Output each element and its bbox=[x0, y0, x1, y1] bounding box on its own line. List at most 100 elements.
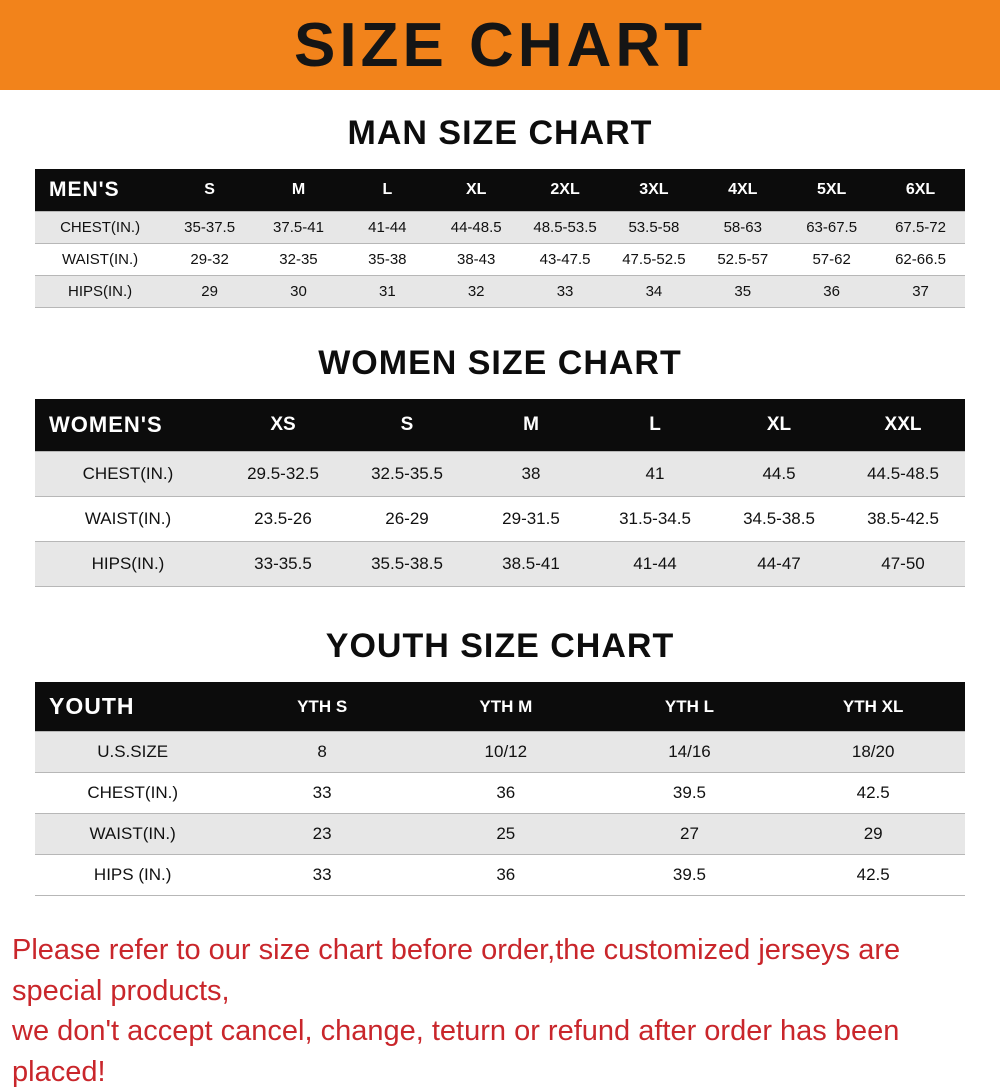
table-cell: 33-35.5 bbox=[221, 541, 345, 587]
column-header: XL bbox=[431, 169, 521, 212]
mens-size-table: MEN'S S M L XL 2XL 3XL 4XL 5XL 6XL CHEST(IN.) 35-37… bbox=[35, 169, 965, 308]
table-row: CHEST(IN.) 35-37.5 37.5-41 41-44 44-48.5 48.5… bbox=[35, 211, 965, 244]
column-header: L bbox=[342, 169, 432, 212]
table-header-row: MEN'S S M L XL 2XL 3XL 4XL 5XL 6XL bbox=[35, 169, 965, 212]
table-cell: 63-67.5 bbox=[787, 211, 877, 244]
table-cell: 32 bbox=[431, 275, 521, 308]
table-cell: 29 bbox=[165, 275, 255, 308]
table-cell: 32-35 bbox=[254, 243, 343, 276]
table-cell: 41-44 bbox=[593, 541, 717, 587]
table-row: WAIST(IN.) 23 25 27 29 bbox=[35, 813, 965, 855]
table-cell: 38.5-42.5 bbox=[841, 496, 965, 542]
table-row: HIPS(IN.) 29 30 31 32 33 34 35 36 37 bbox=[35, 275, 965, 308]
column-header: 6XL bbox=[876, 169, 965, 212]
row-label: CHEST(IN.) bbox=[35, 211, 166, 244]
banner-title: SIZE CHART bbox=[294, 10, 706, 80]
table-cell: 38 bbox=[469, 451, 593, 497]
table-cell: 37.5-41 bbox=[254, 211, 343, 244]
column-header: S bbox=[165, 169, 255, 212]
youth-size-table: YOUTH YTH S YTH M YTH L YTH XL U.S.SIZE 8 10/12… bbox=[35, 682, 965, 896]
table-row: HIPS(IN.) 33-35.5 35.5-38.5 38.5-41 41-44 44-… bbox=[35, 541, 965, 587]
table-cell: 8 bbox=[230, 731, 414, 773]
youth-size-chart-heading: YOUTH SIZE CHART bbox=[325, 627, 675, 665]
women-size-chart-heading: WOMEN SIZE CHART bbox=[318, 344, 682, 382]
table-cell: 35 bbox=[698, 275, 788, 308]
column-header: 3XL bbox=[609, 169, 699, 212]
table-cell: 62-66.5 bbox=[876, 243, 965, 276]
column-header: 2XL bbox=[520, 169, 610, 212]
row-label: WAIST(IN.) bbox=[35, 813, 231, 855]
column-header: YTH XL bbox=[781, 682, 965, 732]
table-cell: 35.5-38.5 bbox=[345, 541, 469, 587]
column-header: M bbox=[254, 169, 343, 212]
table-cell: 41 bbox=[593, 451, 717, 497]
column-header: XS bbox=[221, 399, 345, 452]
row-label: HIPS (IN.) bbox=[35, 854, 231, 896]
table-cell: 33 bbox=[230, 772, 414, 814]
table-cell: 58-63 bbox=[698, 211, 788, 244]
table-row: WAIST(IN.) 23.5-26 26-29 29-31.5 31.5-34.5 34… bbox=[35, 496, 965, 542]
row-label: CHEST(IN.) bbox=[35, 451, 221, 497]
table-cell: 44.5-48.5 bbox=[841, 451, 965, 497]
column-header: YTH S bbox=[230, 682, 414, 732]
table-cell: 34.5-38.5 bbox=[717, 496, 841, 542]
table-cell: 53.5-58 bbox=[609, 211, 699, 244]
table-cell: 33 bbox=[230, 854, 414, 896]
table-cell: 38-43 bbox=[431, 243, 521, 276]
column-header: M bbox=[469, 399, 593, 452]
column-header: YTH L bbox=[597, 682, 782, 732]
table-row: HIPS (IN.) 33 36 39.5 42.5 bbox=[35, 854, 965, 896]
row-label: U.S.SIZE bbox=[35, 731, 231, 773]
womens-size-table: WOMEN'S XS S M L XL XXL CHEST(IN.) 29.5-32.5 32.5… bbox=[35, 399, 965, 587]
table-header-row: WOMEN'S XS S M L XL XXL bbox=[35, 399, 965, 452]
table-cell: 34 bbox=[609, 275, 699, 308]
column-header: 5XL bbox=[787, 169, 877, 212]
footer-note-line1: Please refer to our size chart before or… bbox=[12, 934, 901, 1007]
table-cell: 33 bbox=[520, 275, 610, 308]
table-cell: 44-48.5 bbox=[431, 211, 521, 244]
table-row: CHEST(IN.) 29.5-32.5 32.5-35.5 38 41 44.5 44.5… bbox=[35, 451, 965, 497]
table-cell: 43-47.5 bbox=[520, 243, 610, 276]
table-cell: 23.5-26 bbox=[221, 496, 345, 542]
column-header: YTH M bbox=[413, 682, 598, 732]
footer-note: Please refer to our size chart before or… bbox=[0, 930, 1000, 1092]
table-cell: 29 bbox=[781, 813, 965, 855]
table-row: CHEST(IN.) 33 36 39.5 42.5 bbox=[35, 772, 965, 814]
youth-size-section: YOUTH SIZE CHART YOUTH YTH S YTH M YTH L YTH… bbox=[0, 627, 1000, 896]
table-cell: 52.5-57 bbox=[698, 243, 788, 276]
table-cell: 25 bbox=[413, 813, 598, 855]
table-cell: 29-31.5 bbox=[469, 496, 593, 542]
table-cell: 47-50 bbox=[841, 541, 965, 587]
table-corner-label: WOMEN'S bbox=[35, 399, 221, 452]
table-row: WAIST(IN.) 29-32 32-35 35-38 38-43 43-47.5 47.… bbox=[35, 243, 965, 276]
table-cell: 35-38 bbox=[342, 243, 432, 276]
row-label: WAIST(IN.) bbox=[35, 496, 221, 542]
column-header: S bbox=[345, 399, 469, 452]
row-label: WAIST(IN.) bbox=[35, 243, 166, 276]
table-cell: 42.5 bbox=[781, 854, 965, 896]
table-cell: 30 bbox=[254, 275, 343, 308]
table-cell: 36 bbox=[413, 854, 598, 896]
table-cell: 26-29 bbox=[345, 496, 469, 542]
footer-note-line2: we don't accept cancel, change, teturn o… bbox=[12, 1015, 900, 1088]
table-cell: 32.5-35.5 bbox=[345, 451, 469, 497]
row-label: HIPS(IN.) bbox=[35, 275, 166, 308]
table-cell: 23 bbox=[230, 813, 414, 855]
table-corner-label: MEN'S bbox=[35, 169, 166, 212]
table-cell: 29-32 bbox=[165, 243, 255, 276]
table-cell: 35-37.5 bbox=[165, 211, 255, 244]
table-cell: 48.5-53.5 bbox=[520, 211, 610, 244]
table-cell: 41-44 bbox=[342, 211, 432, 244]
table-cell: 39.5 bbox=[597, 772, 782, 814]
table-cell: 44-47 bbox=[717, 541, 841, 587]
size-chart-banner: SIZE CHART bbox=[0, 0, 1000, 90]
table-cell: 42.5 bbox=[781, 772, 965, 814]
man-size-chart-heading: MAN SIZE CHART bbox=[347, 114, 653, 152]
table-cell: 31.5-34.5 bbox=[593, 496, 717, 542]
table-cell: 36 bbox=[413, 772, 598, 814]
table-cell: 18/20 bbox=[781, 731, 965, 773]
table-row: U.S.SIZE 8 10/12 14/16 18/20 bbox=[35, 731, 965, 773]
row-label: HIPS(IN.) bbox=[35, 541, 221, 587]
column-header: L bbox=[593, 399, 717, 452]
table-corner-label: YOUTH bbox=[35, 682, 231, 732]
